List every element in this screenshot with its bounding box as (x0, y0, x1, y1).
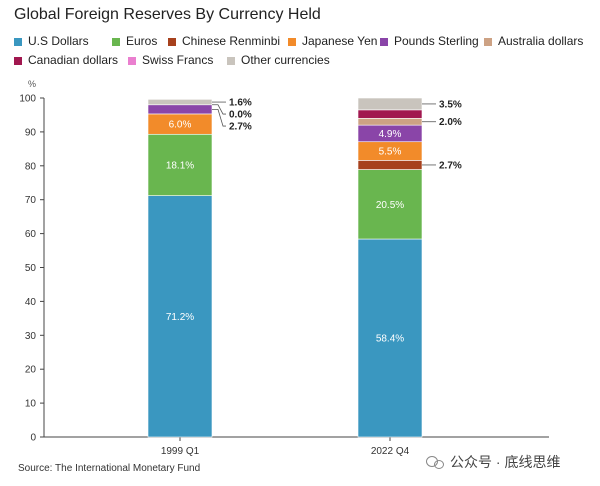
data-label-outside: 2.7% (229, 122, 252, 133)
bar-segment-1-2 (357, 160, 423, 170)
watermark: 公众号 · 底线思维 (426, 452, 560, 472)
data-label: 18.1% (166, 160, 194, 171)
bar-segment-0-4 (147, 104, 213, 115)
legend-item-australia-dollars: Australia dollars (484, 32, 583, 51)
y-axis-title: % (28, 79, 36, 89)
bar-segment-1-1 (357, 169, 423, 240)
y-tick-label: 10 (25, 399, 37, 410)
legend-label: Euros (126, 34, 158, 48)
x-tick-label: 1999 Q1 (161, 446, 200, 457)
legend-item-us-dollars: U.S Dollars (14, 32, 112, 51)
bar-segment-0-0 (147, 195, 213, 438)
data-label: 5.5% (379, 147, 402, 158)
data-label: 6.0% (169, 120, 192, 131)
legend-swatch (288, 37, 296, 46)
legend-swatch (380, 37, 388, 46)
legend-item-euros: Euros (112, 32, 168, 51)
legend-label: Pounds Sterling (394, 34, 479, 48)
y-tick-label: 0 (30, 433, 36, 444)
legend-label: Japanese Yen (302, 34, 378, 48)
legend-label: Chinese Renminbi (182, 34, 281, 48)
data-label-outside: 2.7% (439, 160, 462, 171)
chart-title: Global Foreign Reserves By Currency Held (14, 6, 321, 23)
y-tick-label: 60 (25, 229, 37, 240)
data-label-outside: 1.6% (229, 98, 252, 109)
legend-label: Swiss Francs (142, 53, 214, 67)
bar-segment-0-8 (147, 99, 213, 106)
bar-segment-1-6 (357, 109, 423, 119)
bar-segment-1-8 (357, 97, 423, 111)
legend-swatch (227, 56, 235, 65)
y-tick-label: 80 (25, 161, 37, 172)
legend-row-2: Canadian dollars Swiss Francs Other curr… (14, 51, 594, 70)
y-tick-label: 100 (19, 94, 36, 105)
data-label-outside: 3.5% (439, 99, 462, 110)
x-tick-label: 2022 Q4 (371, 446, 410, 457)
y-tick-label: 20 (25, 365, 37, 376)
y-tick-label: 70 (25, 195, 37, 206)
legend-item-canadian-dollars: Canadian dollars (14, 51, 128, 70)
leader-line (212, 104, 226, 115)
legend-swatch (112, 37, 120, 46)
legend-item-chinese-renminbi: Chinese Renminbi (168, 32, 288, 51)
legend-swatch (168, 37, 176, 46)
legend-item-swiss-francs: Swiss Francs (128, 51, 227, 70)
legend-item-pounds-sterling: Pounds Sterling (380, 32, 484, 51)
legend-row-1: U.S Dollars Euros Chinese Renminbi Japan… (14, 32, 594, 51)
legend-swatch (484, 37, 492, 46)
legend-item-other-currencies: Other currencies (227, 51, 330, 70)
data-label: 58.4% (376, 334, 404, 345)
wechat-icon (426, 455, 444, 469)
data-label-outside: 2.0% (439, 117, 462, 128)
y-tick-label: 40 (25, 297, 37, 308)
data-label: 71.2% (166, 312, 194, 323)
data-label: 4.9% (379, 129, 402, 140)
legend-swatch (14, 37, 22, 46)
bar-segment-1-5 (357, 118, 423, 126)
legend-swatch (128, 56, 136, 65)
legend-label: Australia dollars (498, 34, 584, 48)
legend-label: U.S Dollars (28, 34, 89, 48)
data-label: 20.5% (376, 200, 404, 211)
y-tick-label: 50 (25, 263, 37, 274)
data-label-outside: 0.0% (229, 110, 252, 121)
legend-label: Canadian dollars (28, 53, 119, 67)
source-note: Source: The International Monetary Fund (18, 463, 201, 474)
chart-legend: U.S Dollars Euros Chinese Renminbi Japan… (14, 32, 594, 70)
y-tick-label: 30 (25, 331, 37, 342)
legend-label: Other currencies (241, 53, 330, 67)
y-tick-label: 90 (25, 127, 37, 138)
leader-line (212, 108, 226, 127)
legend-item-japanese-yen: Japanese Yen (288, 32, 380, 51)
legend-swatch (14, 56, 22, 65)
watermark-text: 公众号 · 底线思维 (450, 454, 561, 470)
bar-segment-1-0 (357, 238, 423, 438)
bar-segment-0-1 (147, 133, 213, 196)
